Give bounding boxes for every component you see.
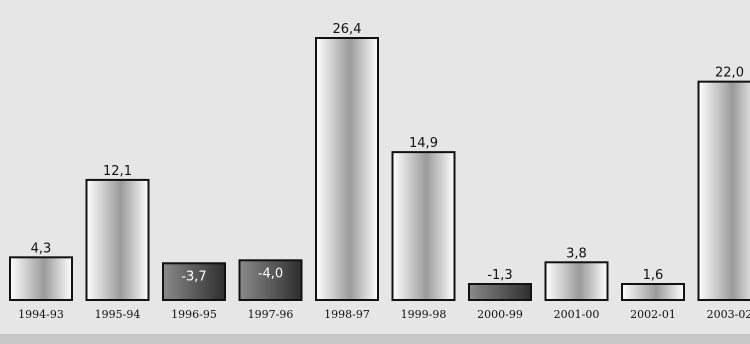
category-tick-label: 2001-00 xyxy=(554,308,600,321)
category-ticks-group: 1994-93 1995-94 1996-95 1997-96 1998-97 1999-… xyxy=(18,308,750,321)
bars-group xyxy=(9,37,750,302)
category-tick-label: 1998-97 xyxy=(324,308,370,321)
bar-1997-96 xyxy=(238,259,303,302)
category-tick-label: 1994-93 xyxy=(18,308,64,321)
value-labels-group: 4,3 12,1 -3,7 -4,0 26,4 14,9 -1,3 3,8 1,6 22,0 xyxy=(31,22,744,284)
bar-1999-98 xyxy=(391,151,456,301)
bar-1995-94 xyxy=(85,178,150,302)
value-label: 4,3 xyxy=(31,241,52,256)
bar-2001-00 xyxy=(544,261,609,301)
value-label: 26,4 xyxy=(333,22,362,37)
value-label: 3,8 xyxy=(566,246,587,261)
category-tick-label: 2003-02 xyxy=(707,308,750,321)
category-tick-label: 2002-01 xyxy=(630,308,676,321)
value-label: 12,1 xyxy=(103,164,132,179)
category-tick-label: 1999-98 xyxy=(401,308,447,321)
category-tick-label: 2000-99 xyxy=(477,308,523,321)
value-label: 1,6 xyxy=(643,268,664,283)
value-label: 14,9 xyxy=(409,136,438,151)
bar-1998-97 xyxy=(315,37,379,301)
value-label: 22,0 xyxy=(715,66,744,81)
bottom-band xyxy=(0,334,750,344)
category-tick-label: 1997-96 xyxy=(248,308,294,321)
value-label: -4,0 xyxy=(258,266,283,281)
bar-2002-01 xyxy=(621,283,685,301)
value-label: -1,3 xyxy=(487,268,512,283)
bar-1994-93 xyxy=(9,256,73,301)
value-label: -3,7 xyxy=(181,269,206,284)
bar-1996-95 xyxy=(162,262,226,301)
bar-2003-02 xyxy=(697,80,750,301)
category-tick-label: 1995-94 xyxy=(95,308,141,321)
bar-2000-99 xyxy=(468,283,532,301)
category-tick-label: 1996-95 xyxy=(171,308,217,321)
